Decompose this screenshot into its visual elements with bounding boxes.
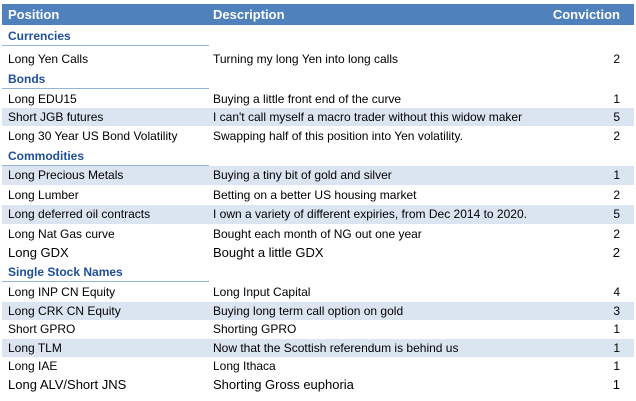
row-description: Now that the Scottish referendum is behi…: [213, 341, 459, 355]
row-description: Buying a little front end of the curve: [213, 92, 402, 106]
row-position: Long Yen Calls: [8, 52, 89, 66]
row-description: Turning my long Yen into long calls: [213, 52, 399, 66]
row-description: Buying long term call option on gold: [213, 304, 404, 318]
row-position: Long Lumber: [8, 188, 79, 202]
row-position: Long deferred oil contracts: [8, 207, 151, 221]
row-position: Long EDU15: [8, 92, 77, 106]
section-underline: [2, 88, 209, 89]
section-underline: [2, 281, 209, 282]
section-underline: [2, 45, 209, 46]
row-conviction: 3: [613, 304, 620, 318]
row-position: Long TLM: [8, 341, 62, 355]
row-position: Long INP CN Equity: [8, 285, 116, 299]
row-position: Long 30 Year US Bond Volatility: [8, 129, 178, 143]
row-description: Shorting Gross euphoria: [213, 377, 354, 392]
table-row: Short GPRO Shorting GPRO 1: [2, 320, 634, 339]
row-description: Bought a little GDX: [213, 245, 324, 260]
row-conviction: 5: [613, 207, 620, 221]
table-row: Long Precious Metals Buying a tiny bit o…: [2, 166, 634, 185]
table-row: Short JGB futures I can't call myself a …: [2, 108, 634, 126]
row-conviction: 2: [613, 227, 620, 241]
row-position: Long Nat Gas curve: [8, 227, 115, 241]
row-position: Short JGB futures: [8, 110, 104, 124]
row-conviction: 2: [613, 188, 620, 202]
table-header: Position Description Conviction: [2, 4, 634, 25]
table-row: Long 30 Year US Bond Volatility Swapping…: [2, 126, 634, 146]
row-position: Long Precious Metals: [8, 168, 124, 182]
header-conviction: Conviction: [552, 7, 620, 22]
table-row: Long CRK CN Equity Buying long term call…: [2, 302, 634, 320]
section-title: Commodities: [8, 149, 85, 163]
row-conviction: 5: [613, 110, 620, 124]
section-currencies: Currencies: [2, 27, 634, 46]
row-position: Long IAE: [8, 359, 58, 373]
section-bonds: Bonds: [2, 70, 634, 89]
row-conviction: 1: [613, 322, 620, 336]
row-position: Short GPRO: [8, 322, 76, 336]
table-row: Long Nat Gas curve Bought each month of …: [2, 224, 634, 244]
row-conviction: 1: [613, 359, 620, 373]
row-conviction: 1: [612, 377, 620, 392]
row-position: Long CRK CN Equity: [8, 304, 121, 318]
section-title: Bonds: [8, 72, 46, 86]
row-position: Long ALV/Short JNS: [8, 377, 127, 392]
section-single-stock-names: Single Stock Names: [2, 263, 634, 282]
row-conviction: 2: [613, 129, 620, 143]
table-row: Long deferred oil contracts I own a vari…: [2, 205, 634, 224]
row-conviction: 1: [613, 92, 620, 106]
table-row: Long Yen Calls Turning my long Yen into …: [2, 49, 634, 69]
row-description: Shorting GPRO: [213, 322, 297, 336]
row-conviction: 2: [613, 52, 620, 66]
table-row: Long ALV/Short JNS Shorting Gross euphor…: [2, 375, 634, 395]
row-description: Betting on a better US housing market: [213, 188, 417, 202]
section-title: Single Stock Names: [8, 265, 123, 279]
row-conviction: 2: [612, 245, 620, 260]
table-row: Long EDU15 Buying a little front end of …: [2, 90, 634, 108]
row-description: Long Ithaca: [213, 359, 276, 373]
table-row: Long INP CN Equity Long Input Capital 4: [2, 283, 634, 302]
section-underline: [2, 165, 209, 166]
section-title: Currencies: [8, 29, 71, 43]
table-row: Long TLM Now that the Scottish referendu…: [2, 339, 634, 357]
row-conviction: 1: [613, 341, 620, 355]
header-position: Position: [8, 7, 60, 22]
table-row: Long Lumber Betting on a better US housi…: [2, 186, 634, 205]
row-description: Buying a tiny bit of gold and silver: [213, 168, 392, 182]
header-description: Description: [213, 7, 285, 22]
row-description: Swapping half of this position into Yen …: [213, 129, 463, 143]
row-conviction: 1: [613, 168, 620, 182]
row-description: Long Input Capital: [213, 285, 311, 299]
row-position: Long GDX: [8, 245, 69, 260]
table-row: Long IAE Long Ithaca 1: [2, 357, 634, 375]
row-conviction: 4: [613, 285, 620, 299]
row-description: I can't call myself a macro trader witho…: [213, 110, 523, 124]
table-row: Long GDX Bought a little GDX 2: [2, 243, 634, 263]
row-description: I own a variety of different expiries, f…: [213, 207, 527, 221]
section-commodities: Commodities: [2, 147, 634, 166]
row-description: Bought each month of NG out one year: [213, 227, 422, 241]
